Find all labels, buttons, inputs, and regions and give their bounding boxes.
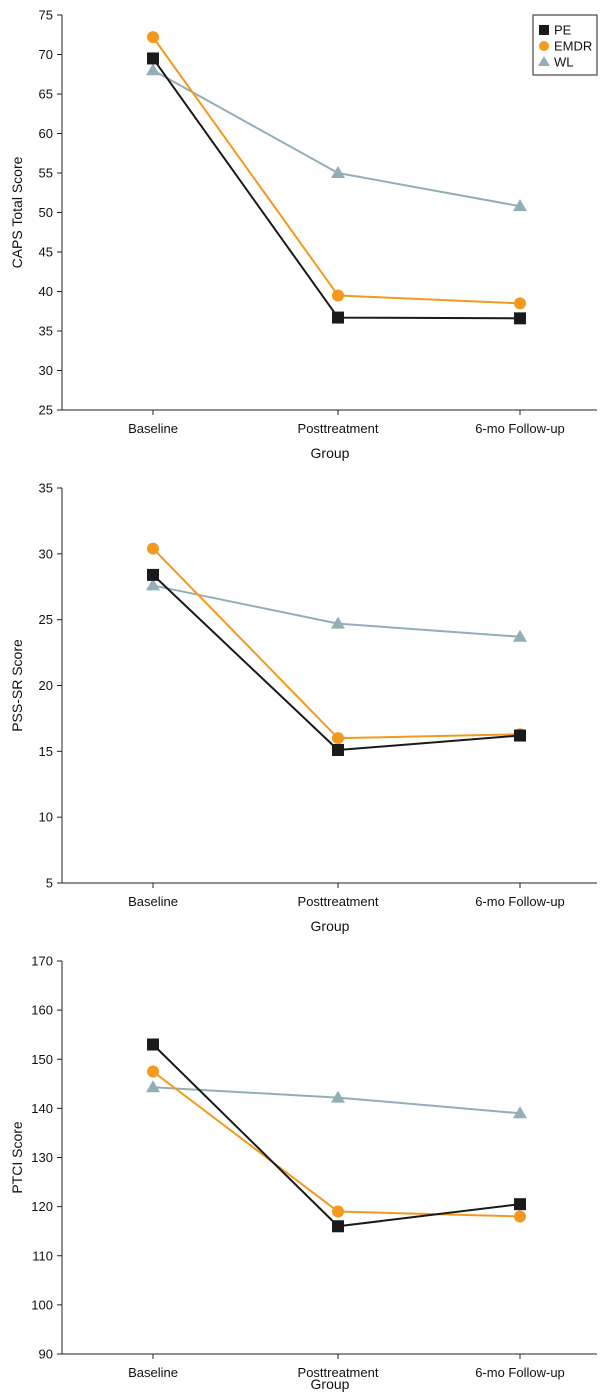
y-axis-title: PTCI Score <box>9 1121 25 1194</box>
legend-label-emdr: EMDR <box>554 39 592 54</box>
caps-panel: 25 30 35 40 45 50 55 60 65 70 75 Baseline Posttreatm… <box>9 8 598 461</box>
legend-label-wl: WL <box>554 55 574 70</box>
y-tick-label: 45 <box>39 245 53 260</box>
y-tick-label: 40 <box>39 284 53 299</box>
legend-marker-pe <box>539 25 549 35</box>
data-point-wl <box>146 578 160 591</box>
x-tick-label: 6-mo Follow-up <box>475 894 565 909</box>
x-tick-label: Baseline <box>128 421 178 436</box>
y-tick-label: 60 <box>39 126 53 141</box>
y-tick-label: 100 <box>31 1297 53 1312</box>
y-tick-label: 140 <box>31 1101 53 1116</box>
data-point-wl <box>146 63 160 76</box>
data-point-emdr <box>332 1205 344 1218</box>
y-axis-title: CAPS Total Score <box>9 156 25 268</box>
data-point-pe <box>147 52 159 65</box>
data-point-wl <box>331 616 345 629</box>
y-tick-label: 65 <box>39 87 53 102</box>
y-tick-label: 25 <box>39 612 53 627</box>
series-line-wl <box>152 584 521 638</box>
data-point-pe <box>514 1198 526 1211</box>
data-point-wl <box>146 1080 160 1093</box>
x-tick-label: 6-mo Follow-up <box>475 421 565 436</box>
data-point-emdr <box>332 732 344 745</box>
y-tick-label: 10 <box>39 810 53 825</box>
y-tick-label: 20 <box>39 678 53 693</box>
data-point-pe <box>332 1220 344 1233</box>
series-line-pe <box>152 574 521 752</box>
y-tick-label: 30 <box>39 546 53 561</box>
data-point-pe <box>514 729 526 742</box>
data-point-wl <box>513 199 527 212</box>
y-tick-label: 55 <box>39 166 53 181</box>
x-tick-label: 6-mo Follow-up <box>475 1365 565 1380</box>
data-point-pe <box>514 312 526 325</box>
x-tick-label: Baseline <box>128 894 178 909</box>
y-tick-label: 170 <box>31 954 53 969</box>
x-axis-title: Group <box>311 918 350 934</box>
x-tick-label: Baseline <box>128 1365 178 1380</box>
y-tick-label: 90 <box>39 1347 53 1362</box>
y-axis-title: PSS-SR Score <box>9 639 25 732</box>
data-point-emdr <box>147 542 159 555</box>
y-tick-label: 70 <box>39 47 53 62</box>
data-point-pe <box>147 568 159 581</box>
legend-marker-wl <box>538 56 550 66</box>
y-tick-label: 25 <box>39 403 53 418</box>
data-point-pe <box>147 1038 159 1051</box>
series-line-emdr <box>152 547 521 740</box>
data-point-wl <box>513 629 527 642</box>
y-tick-label: 30 <box>39 363 53 378</box>
series-line-pe <box>152 57 521 320</box>
series-line-pe <box>152 1043 521 1228</box>
ptci-panel: 90 100 110 120 130 140 150 160 170 Baseline Posttr… <box>9 954 597 1392</box>
data-point-wl <box>331 1090 345 1103</box>
x-tick-label: Posttreatment <box>298 1365 379 1380</box>
y-tick-label: 110 <box>32 1248 53 1263</box>
y-tick-label: 150 <box>31 1052 53 1067</box>
x-axis-title: Group <box>311 445 350 461</box>
y-tick-label: 160 <box>31 1003 53 1018</box>
legend-marker-emdr <box>539 41 549 51</box>
y-tick-label: 50 <box>39 205 53 220</box>
data-point-pe <box>332 744 344 757</box>
data-point-pe <box>332 311 344 324</box>
data-point-wl <box>513 1106 527 1119</box>
pss-sr-panel: 5 10 15 20 25 30 35 Baseline Posttreatment 6-mo F… <box>9 481 597 934</box>
y-tick-label: 35 <box>39 481 53 496</box>
x-tick-label: Posttreatment <box>298 894 379 909</box>
y-tick-label: 120 <box>31 1199 53 1214</box>
y-tick-label: 35 <box>39 324 53 339</box>
data-point-emdr <box>514 1210 526 1223</box>
x-axis-title: Group <box>311 1376 350 1392</box>
data-point-emdr <box>514 297 526 310</box>
data-point-wl <box>331 166 345 178</box>
legend-label-pe: PE <box>554 23 572 38</box>
data-point-emdr <box>332 289 344 302</box>
y-tick-label: 130 <box>31 1150 53 1165</box>
y-tick-label: 75 <box>39 8 53 23</box>
data-point-emdr <box>147 1065 159 1078</box>
x-tick-label: Posttreatment <box>298 421 379 436</box>
data-point-emdr <box>147 31 159 44</box>
y-tick-label: 15 <box>39 744 53 759</box>
series-line-wl <box>152 69 521 208</box>
y-tick-label: 5 <box>46 876 53 891</box>
